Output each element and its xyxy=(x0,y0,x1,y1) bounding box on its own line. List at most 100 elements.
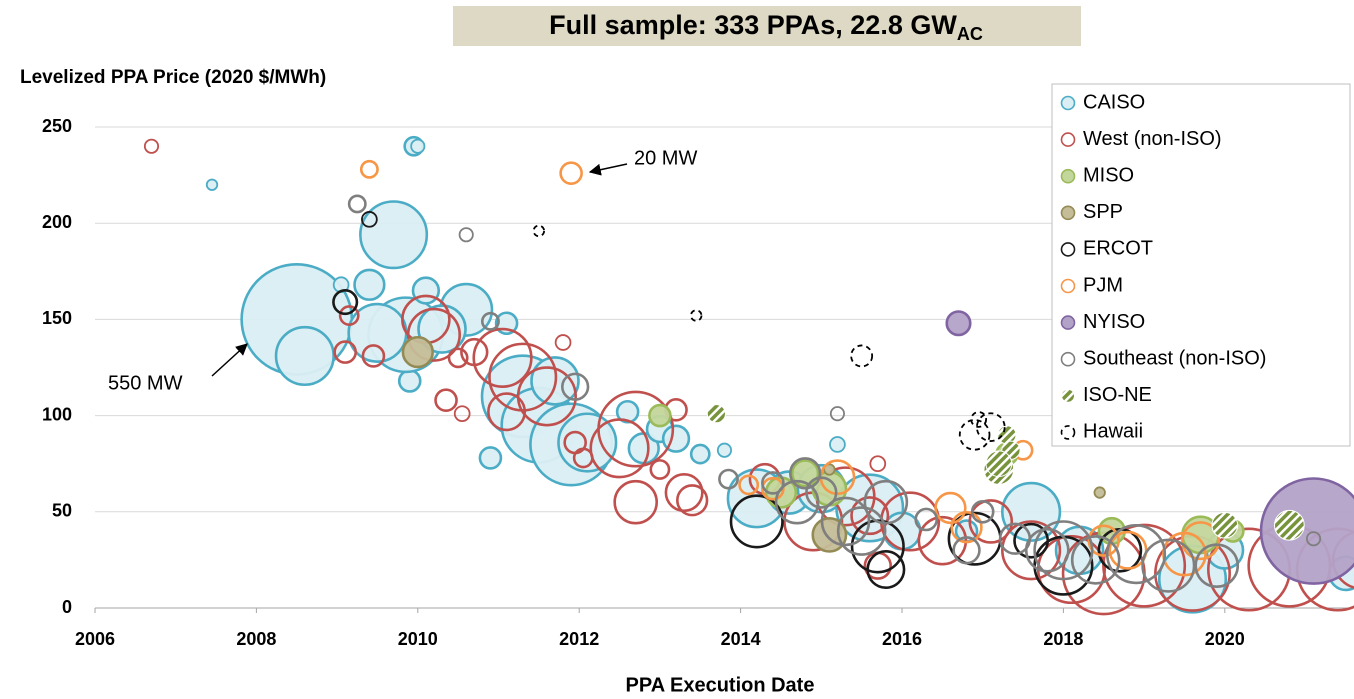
legend-marker xyxy=(1061,388,1075,403)
bubble xyxy=(338,305,360,326)
bubble xyxy=(410,138,426,154)
legend-marker xyxy=(1060,351,1076,367)
bubble xyxy=(401,335,434,369)
annotation: 550 MW xyxy=(108,372,183,394)
bubble xyxy=(1211,511,1239,539)
bubble xyxy=(1141,538,1196,593)
bubble xyxy=(205,178,219,191)
bubble xyxy=(487,392,527,432)
bubble xyxy=(761,471,785,495)
bubble xyxy=(560,372,590,401)
legend-label: CAISO xyxy=(1083,91,1145,113)
bubble xyxy=(975,412,1006,442)
bubble xyxy=(434,388,458,413)
x-tick-label: 2020 xyxy=(1205,629,1245,649)
x-axis-label: PPA Execution Date xyxy=(626,674,815,696)
y-tick-label: 0 xyxy=(62,597,72,617)
legend-label: SPP xyxy=(1083,201,1123,223)
bubble xyxy=(676,484,709,517)
bubble xyxy=(1001,481,1062,542)
bubble xyxy=(850,496,890,536)
bubble xyxy=(361,211,378,228)
bubble xyxy=(1102,523,1187,608)
bubble xyxy=(811,516,848,553)
bubble xyxy=(458,227,474,243)
bubble xyxy=(829,436,846,453)
bubble xyxy=(397,369,422,393)
bubble xyxy=(934,491,967,525)
bubble xyxy=(613,479,659,525)
bubble xyxy=(1105,524,1167,585)
bubble xyxy=(1024,527,1070,573)
bubble xyxy=(1087,524,1120,557)
bubble xyxy=(716,442,733,458)
bubble xyxy=(836,506,887,556)
legend-label: Southeast (non-ISO) xyxy=(1083,347,1266,369)
bubble xyxy=(729,494,784,549)
bubble xyxy=(774,479,820,525)
bubble xyxy=(557,412,618,473)
bubble xyxy=(829,406,845,422)
bubble xyxy=(1273,509,1305,541)
x-tick-label: 2008 xyxy=(236,629,276,649)
bubble xyxy=(945,310,972,337)
legend-label: NYISO xyxy=(1083,311,1145,333)
bubble xyxy=(453,405,471,423)
bubble xyxy=(615,399,640,424)
y-tick-label: 100 xyxy=(42,404,72,424)
bubble xyxy=(347,194,367,214)
bubble xyxy=(472,327,533,388)
legend-marker xyxy=(1060,278,1076,294)
bubble xyxy=(1306,531,1322,547)
legend-label: ISO-NE xyxy=(1083,384,1152,406)
bubble xyxy=(559,161,583,185)
bubble xyxy=(917,515,968,566)
legend-label: West (non-ISO) xyxy=(1083,128,1222,150)
bubble xyxy=(968,499,1014,544)
bubble xyxy=(1194,543,1240,588)
bubble xyxy=(866,550,906,590)
bubble xyxy=(353,268,386,301)
bubble xyxy=(1259,477,1354,585)
title-main: Full sample: 333 PPAs, 22.8 GW xyxy=(549,10,957,40)
bubble xyxy=(863,479,909,525)
legend-label: MISO xyxy=(1083,164,1134,186)
legend-label: Hawaii xyxy=(1083,421,1143,443)
bubble xyxy=(649,459,671,480)
x-tick-label: 2010 xyxy=(398,629,438,649)
bubble xyxy=(361,344,386,368)
bubble xyxy=(805,476,838,509)
legend-marker xyxy=(1060,132,1076,147)
bubble xyxy=(689,443,711,465)
bubble xyxy=(820,496,871,547)
bubble xyxy=(985,450,1013,478)
bubble xyxy=(850,344,874,368)
bubble xyxy=(664,473,704,513)
bubble xyxy=(478,446,503,470)
y-axis-label: Levelized PPA Price (2020 $/MWh) xyxy=(20,67,326,88)
title-box xyxy=(453,6,1081,46)
x-tick-label: 2006 xyxy=(75,629,115,649)
legend-label: ERCOT xyxy=(1083,238,1153,260)
bubble xyxy=(447,347,469,369)
bubble xyxy=(333,340,357,364)
plot xyxy=(143,135,1354,616)
bubble xyxy=(480,311,500,331)
bubble xyxy=(1093,486,1106,499)
legend: CAISO West (non-ISO) MISO SPP ERCOT PJM NYISO S… xyxy=(1060,91,1266,443)
legend-marker xyxy=(1060,315,1076,330)
x-tick-label: 2018 xyxy=(1043,629,1083,649)
legend-label: PJM xyxy=(1083,274,1123,296)
bubble xyxy=(648,403,672,428)
bubble xyxy=(1033,520,1094,581)
bubble xyxy=(690,309,703,322)
y-tick-label: 200 xyxy=(42,212,72,232)
annotation: 20 MW xyxy=(634,147,697,169)
bubble xyxy=(738,474,760,496)
bubble xyxy=(970,499,995,524)
chart-title: Full sample: 333 PPAs, 22.8 GWAC xyxy=(549,10,983,44)
bubble xyxy=(332,289,359,316)
bubble xyxy=(1070,535,1121,585)
legend-box xyxy=(1051,83,1351,447)
